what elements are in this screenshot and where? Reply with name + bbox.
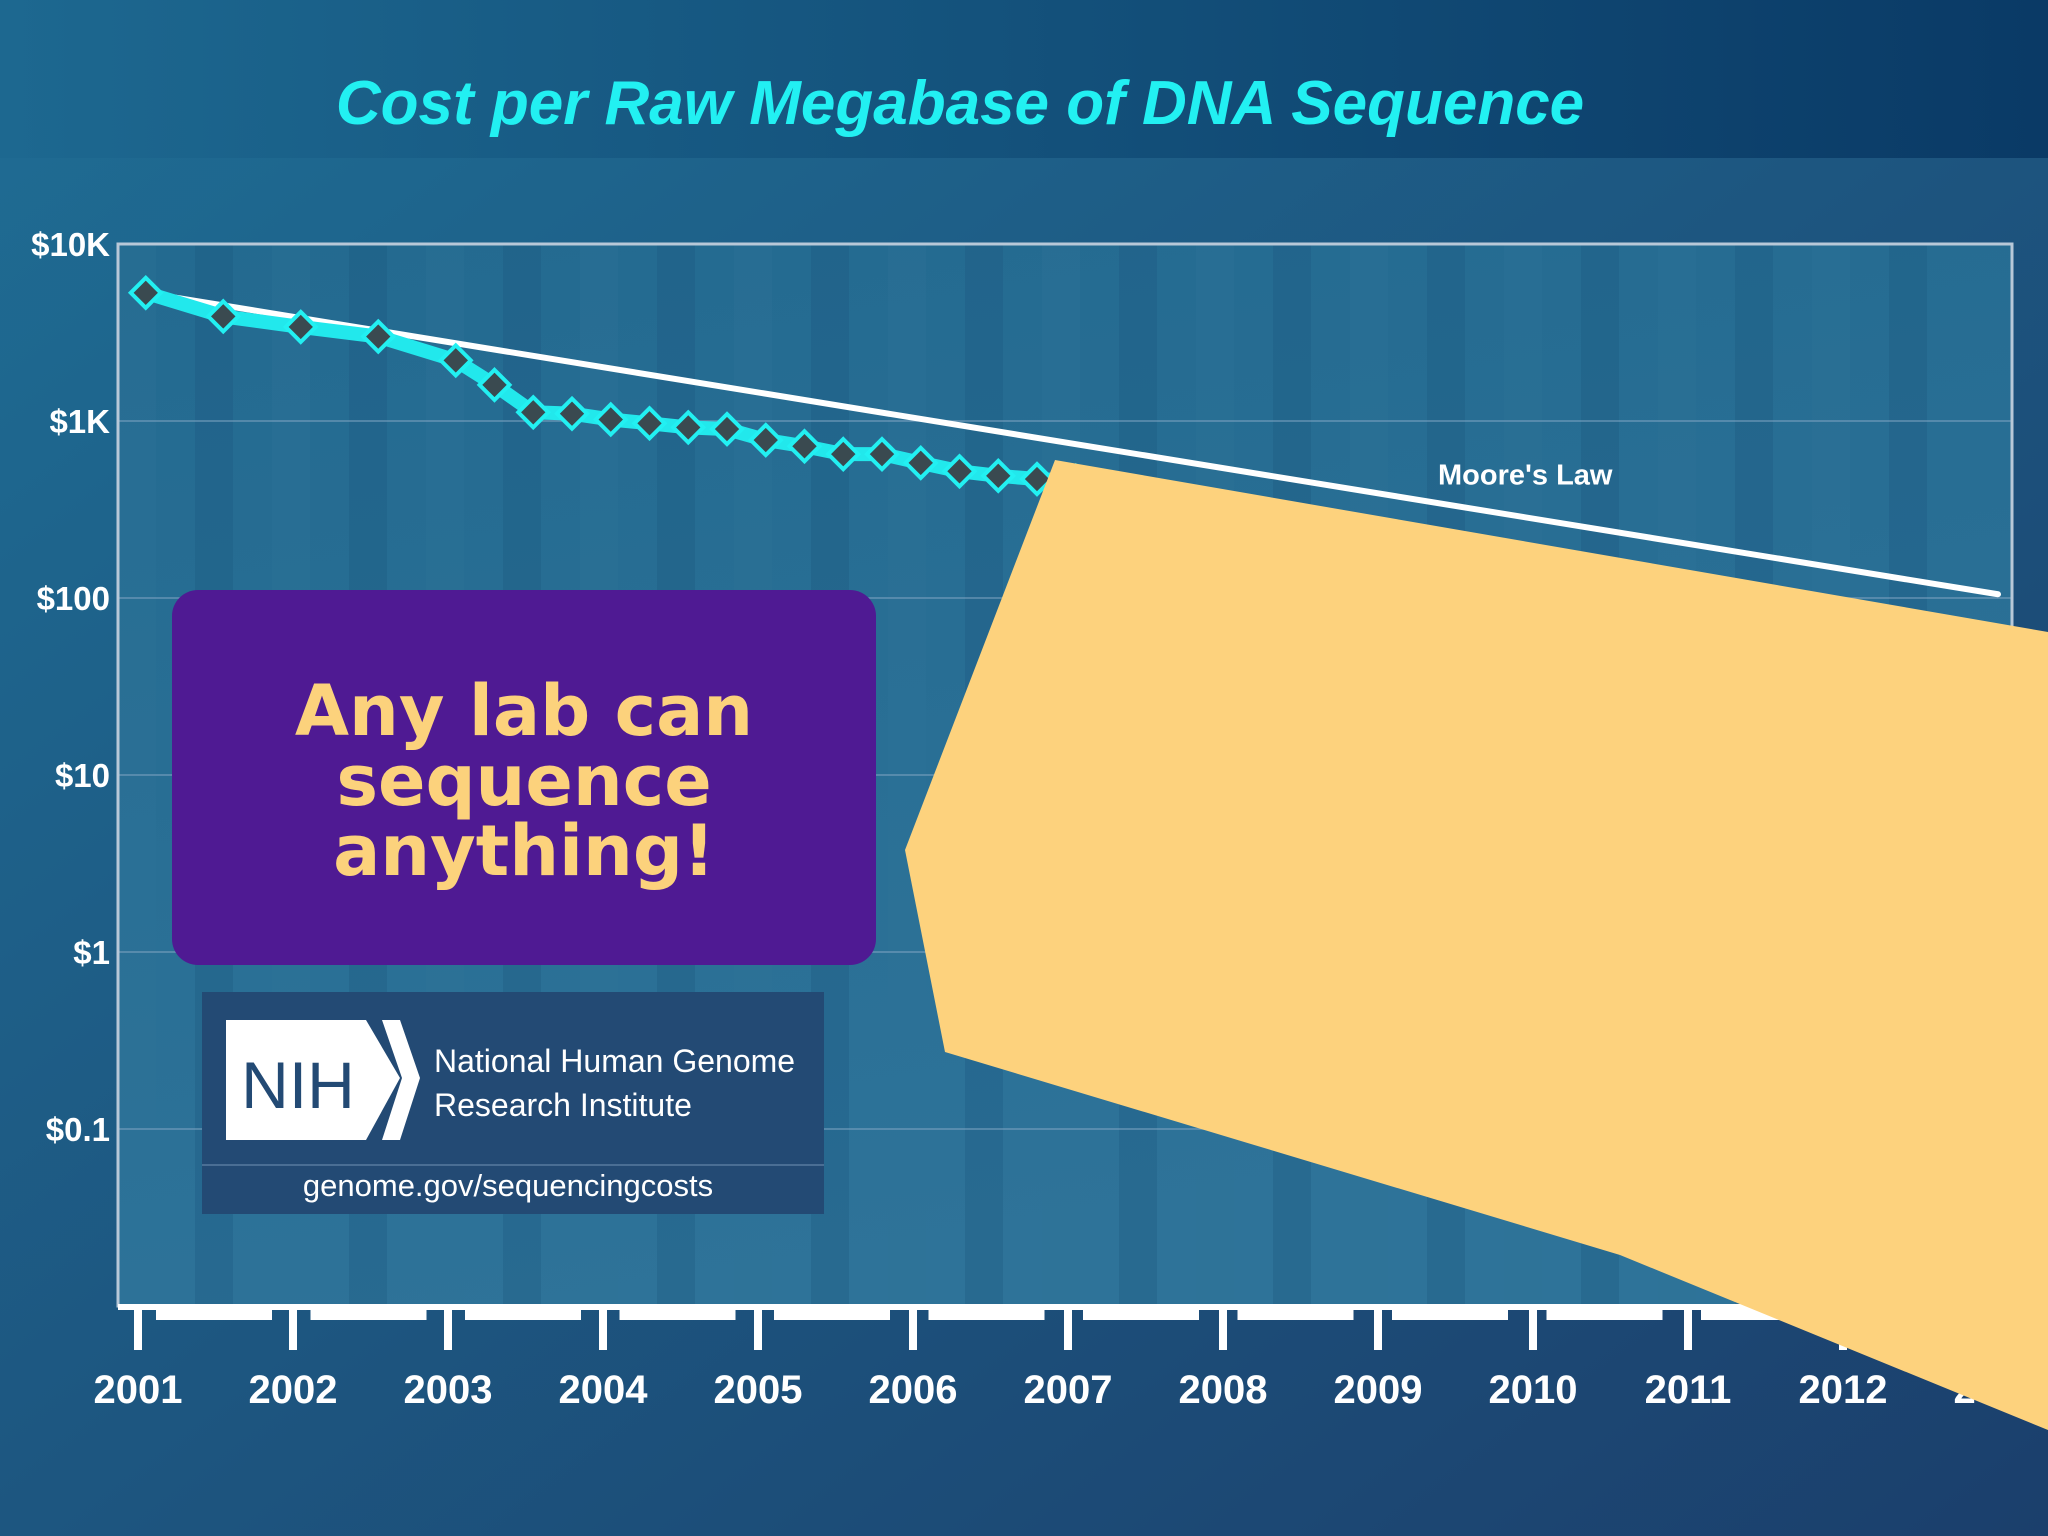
nih-name-line-2: Research Institute (434, 1087, 692, 1123)
y-tick-label: $10K (31, 226, 110, 263)
x-tick-mark (289, 1306, 297, 1350)
nih-credit-box: NIH National Human Genome Research Insti… (202, 992, 824, 1214)
x-tick-label: 2003 (404, 1368, 493, 1412)
nih-logo-chevron (382, 1020, 420, 1140)
x-tick-mark (1684, 1306, 1692, 1350)
data-point-marker (1019, 461, 1055, 497)
x-tick-mark (1374, 1306, 1382, 1350)
data-point-marker (864, 436, 900, 472)
data-point-marker (786, 428, 823, 465)
callout-box: Any lab can sequence anything! (172, 590, 876, 965)
data-point-marker (980, 458, 1017, 494)
x-tick-label: 2011 (1645, 1368, 1732, 1412)
x-tick-mark (1219, 1306, 1227, 1350)
x-tick-label: 2009 (1334, 1368, 1423, 1412)
x-axis: 2001 2002 2003 2004 2005 2006 2007 2008 2009 2010… (94, 1304, 2042, 1412)
series-layer (127, 274, 2001, 598)
callout-line-1: Any lab can (295, 670, 753, 752)
data-point-marker (631, 405, 668, 442)
x-tick-label: 2001 (94, 1368, 183, 1412)
x-axis-segment (619, 1306, 736, 1320)
x-tick-mark (1529, 1306, 1537, 1350)
x-tick-mark (444, 1306, 452, 1350)
x-tick-label: 2005 (714, 1368, 803, 1412)
data-point-marker (437, 342, 474, 379)
data-point-marker (825, 436, 862, 472)
x-tick-mark (134, 1306, 142, 1350)
x-tick-mark (909, 1306, 917, 1350)
y-tick-label: $1 (73, 934, 110, 971)
x-tick-label: 2002 (249, 1368, 338, 1412)
data-point-marker (554, 395, 590, 432)
callout-background (172, 590, 876, 965)
x-tick-mark (1064, 1306, 1072, 1350)
x-tick-mark (754, 1306, 762, 1350)
x-axis-segment (310, 1306, 427, 1320)
moores-law-line (142, 289, 2001, 598)
nih-url: genome.gov/sequencingcosts (303, 1168, 713, 1203)
x-axis-segment (774, 1306, 890, 1320)
yellow-overlay-shape (905, 460, 2048, 1430)
y-axis: $10K $1K $100 $10 $1 $0.1 (31, 226, 110, 1148)
x-axis-segment (1237, 1306, 1354, 1320)
data-point-marker (592, 401, 629, 438)
data-point-marker (902, 445, 939, 481)
data-point-marker (709, 411, 745, 447)
data-point-marker (515, 394, 552, 431)
x-tick-label: 2012 (1799, 1368, 1888, 1412)
x-tick-label: 2006 (869, 1368, 958, 1412)
nih-logo-text: NIH (241, 1048, 355, 1122)
callout-line-3: anything! (333, 810, 715, 892)
title-band (0, 0, 2048, 158)
data-point-marker (747, 422, 784, 458)
moores-law-label: Moore's Law (1438, 459, 1613, 491)
y-tick-label: $100 (37, 580, 110, 617)
data-point-marker (360, 318, 397, 355)
x-tick-label: 2010 (1489, 1368, 1578, 1412)
data-point-marker (476, 367, 513, 403)
x-tick-label: 2004 (559, 1368, 649, 1412)
data-point-marker (282, 309, 319, 345)
y-tick-label: $0.1 (46, 1111, 110, 1148)
callout-line-2: sequence (336, 740, 711, 822)
data-point-marker (670, 409, 707, 446)
x-tick-label: 2007 (1024, 1368, 1113, 1412)
data-point-marker (205, 298, 242, 335)
nih-name-line-1: National Human Genome (434, 1043, 795, 1079)
y-tick-label: $1K (49, 403, 110, 440)
chart-title: Cost per Raw Megabase of DNA Sequence (336, 69, 1584, 138)
x-axis-segment (1392, 1306, 1508, 1320)
x-axis-segment (465, 1306, 581, 1320)
x-axis-segment (156, 1306, 272, 1320)
x-tick-mark (599, 1306, 607, 1350)
x-axis-segment (1546, 1306, 1663, 1320)
x-axis-segment (928, 1306, 1045, 1320)
data-point-marker (941, 453, 978, 490)
x-tick-label: 2008 (1179, 1368, 1268, 1412)
data-point-marker (127, 274, 164, 311)
nih-logo-badge (226, 1020, 400, 1140)
y-tick-label: $10 (55, 757, 110, 794)
x-axis-segment (1083, 1306, 1199, 1320)
